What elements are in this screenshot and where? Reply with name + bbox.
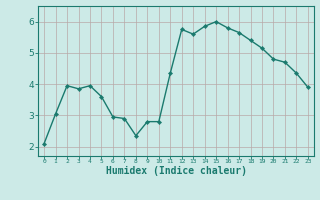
X-axis label: Humidex (Indice chaleur): Humidex (Indice chaleur) [106, 166, 246, 176]
